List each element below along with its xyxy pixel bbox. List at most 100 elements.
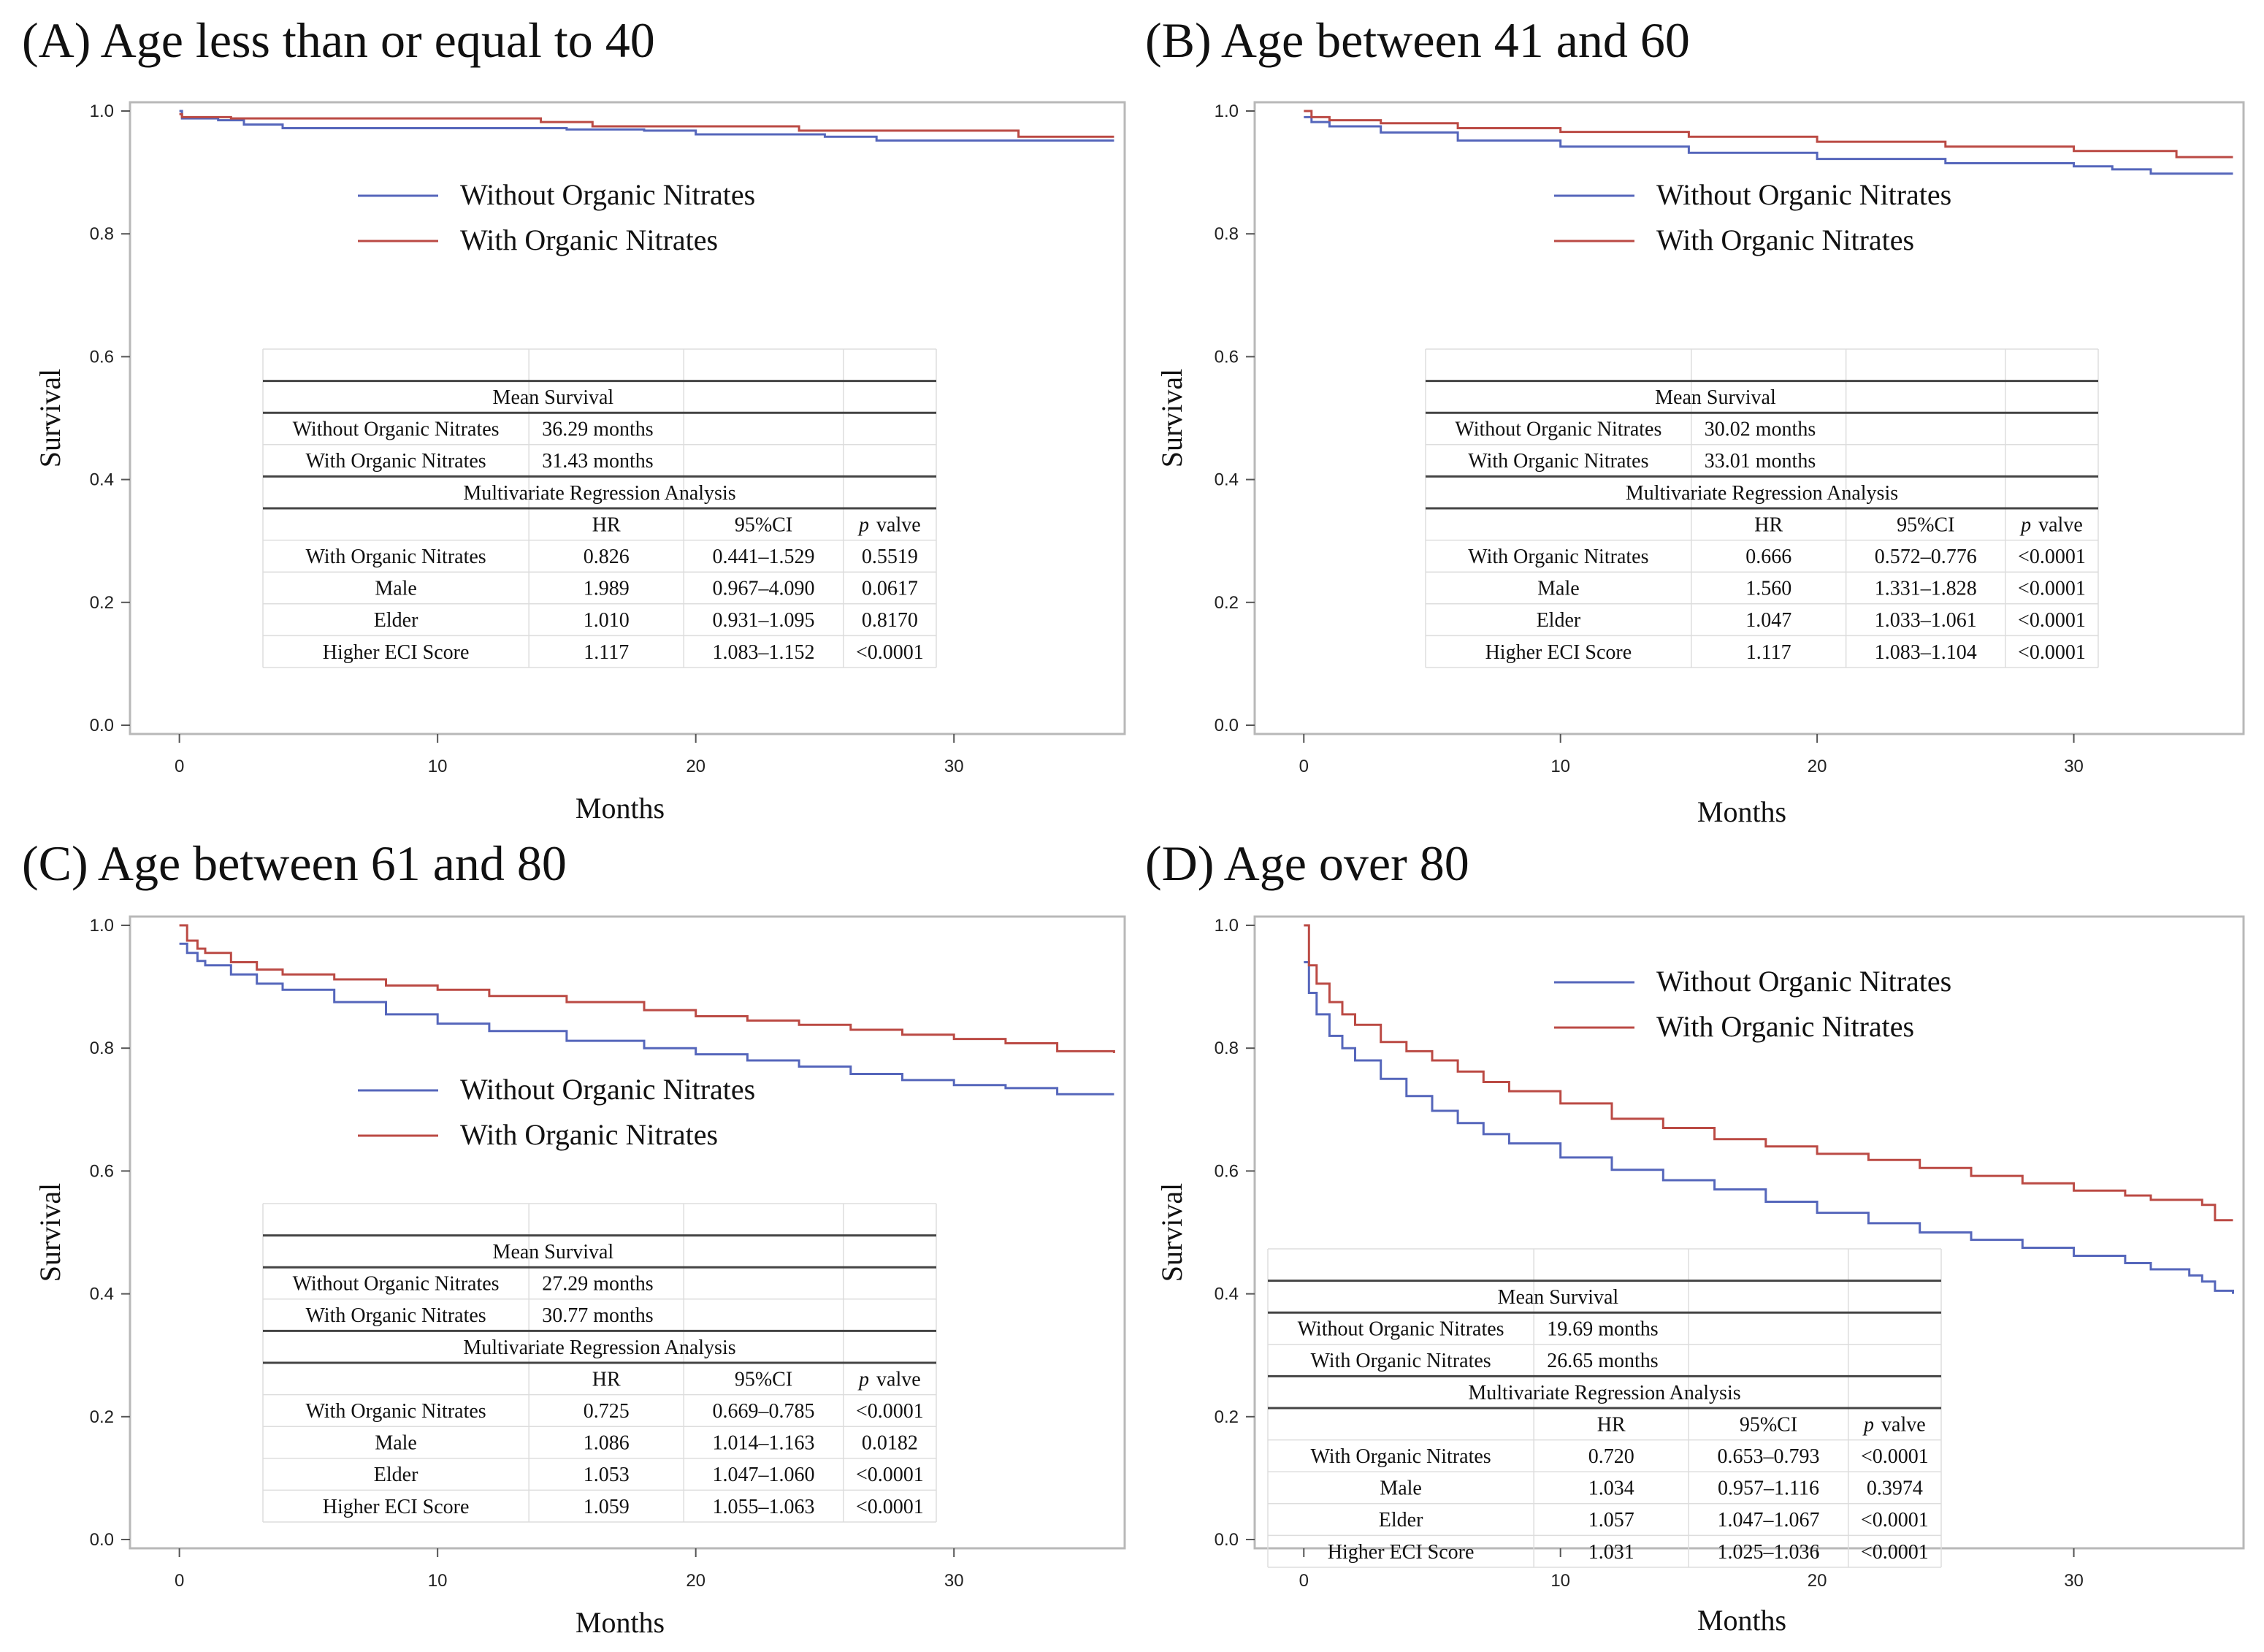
x-tick-label: 0 bbox=[175, 757, 184, 776]
panel-title: (C) Age between 61 and 80 bbox=[22, 835, 567, 891]
table-cell: <0.0001 bbox=[2018, 609, 2086, 632]
x-tick-label: 10 bbox=[1550, 757, 1570, 776]
table-cell: 30.77 months bbox=[542, 1304, 653, 1327]
y-tick-label: 1.0 bbox=[1215, 102, 1239, 121]
series-line-without bbox=[179, 110, 1114, 142]
table-cell: 0.653–0.793 bbox=[1718, 1445, 1820, 1468]
table-cell: Without Organic Nitrates bbox=[1298, 1318, 1504, 1341]
table-cell: <0.0001 bbox=[2018, 578, 2086, 600]
table-cell: 1.033–1.061 bbox=[1875, 609, 1977, 632]
table-cell: 0.441–1.529 bbox=[713, 546, 815, 568]
y-tick-label: 0.4 bbox=[1215, 470, 1239, 490]
y-tick-label: 0.8 bbox=[1215, 1039, 1239, 1058]
series-line-with bbox=[179, 112, 1114, 138]
series-line-without bbox=[179, 942, 1114, 1095]
x-tick-label: 20 bbox=[1808, 757, 1827, 776]
table-cell: With Organic Nitrates bbox=[306, 1400, 486, 1423]
table-header-p: p valve bbox=[857, 513, 921, 536]
plot-frame bbox=[1253, 101, 2245, 735]
series-line-with bbox=[1304, 924, 2233, 1222]
series-line-without bbox=[1304, 115, 2233, 175]
y-tick-label: 0.0 bbox=[1215, 1530, 1239, 1550]
table-mean-survival-label: Mean Survival bbox=[493, 1241, 614, 1263]
table-cell: 26.65 months bbox=[1547, 1350, 1658, 1372]
y-tick-label: 0.2 bbox=[90, 1407, 114, 1427]
legend-entry: With Organic Nitrates bbox=[460, 223, 718, 256]
table-header-ci: 95%CI bbox=[735, 513, 792, 536]
table-cell: 0.826 bbox=[584, 546, 630, 568]
table-cell: With Organic Nitrates bbox=[1468, 450, 1648, 473]
x-tick-label: 20 bbox=[686, 1571, 705, 1591]
table-cell: 0.666 bbox=[1745, 546, 1791, 568]
legend-entry: Without Organic Nitrates bbox=[1656, 965, 1951, 998]
x-axis-label: Months bbox=[1697, 1604, 1786, 1637]
table-cell: 1.086 bbox=[584, 1432, 630, 1455]
table-mean-survival-label: Mean Survival bbox=[1498, 1286, 1619, 1309]
table-cell: With Organic Nitrates bbox=[1311, 1445, 1491, 1468]
y-axis-label: Survival bbox=[1155, 369, 1188, 468]
table-header-hr: HR bbox=[1754, 513, 1783, 536]
table-cell: Male bbox=[1537, 578, 1580, 600]
table-header-p: p valve bbox=[857, 1368, 921, 1391]
table-cell: With Organic Nitrates bbox=[1311, 1350, 1491, 1372]
y-tick-label: 0.0 bbox=[90, 716, 114, 735]
y-tick-label: 0.6 bbox=[1215, 1161, 1239, 1181]
table-cell: <0.0001 bbox=[856, 1464, 924, 1486]
table-cell: 1.014–1.163 bbox=[713, 1432, 815, 1455]
results-table: Mean Survival Without Organic Nitrates 36.… bbox=[262, 348, 937, 668]
x-tick-label: 0 bbox=[1299, 757, 1309, 776]
table-cell: 1.034 bbox=[1588, 1477, 1634, 1500]
table-cell: Elder bbox=[1537, 609, 1581, 632]
y-tick-label: 0.0 bbox=[90, 1530, 114, 1550]
series-line-without bbox=[1304, 961, 2234, 1294]
y-tick-label: 1.0 bbox=[1215, 916, 1239, 936]
table-cell: 36.29 months bbox=[542, 418, 653, 441]
series-line-with bbox=[1304, 110, 2233, 158]
table-cell: Male bbox=[1380, 1477, 1422, 1500]
table-cell: 33.01 months bbox=[1705, 450, 1816, 473]
results-table: Mean Survival Without Organic Nitrates 19.… bbox=[1267, 1248, 1942, 1568]
y-tick-label: 1.0 bbox=[90, 102, 114, 121]
legend-entry: Without Organic Nitrates bbox=[460, 1073, 755, 1106]
table-cell: 1.083–1.152 bbox=[713, 641, 815, 664]
table-header-hr: HR bbox=[592, 513, 621, 536]
table-cell: <0.0001 bbox=[856, 1400, 924, 1423]
plot-frame bbox=[129, 101, 1126, 735]
table-cell: <0.0001 bbox=[856, 641, 924, 664]
y-tick-label: 1.0 bbox=[90, 916, 114, 936]
legend-entry: Without Organic Nitrates bbox=[460, 178, 755, 211]
table-cell: 1.117 bbox=[584, 641, 629, 664]
table-header-ci: 95%CI bbox=[735, 1368, 792, 1391]
x-tick-label: 30 bbox=[2064, 1571, 2084, 1591]
x-tick-label: 10 bbox=[428, 1571, 448, 1591]
table-cell: <0.0001 bbox=[2018, 546, 2086, 568]
table-cell: 1.059 bbox=[584, 1496, 630, 1518]
y-axis-label: Survival bbox=[34, 1183, 66, 1282]
legend-entry: Without Organic Nitrates bbox=[1656, 178, 1951, 211]
table-regression-label: Multivariate Regression Analysis bbox=[1626, 482, 1898, 505]
x-axis-label: Months bbox=[575, 792, 665, 825]
y-tick-label: 0.6 bbox=[90, 1161, 114, 1181]
y-tick-label: 0.2 bbox=[90, 593, 114, 613]
table-header-hr: HR bbox=[1597, 1413, 1626, 1436]
table-cell: Elder bbox=[374, 609, 418, 632]
table-header-p: p valve bbox=[1862, 1413, 1926, 1436]
table-cell: 0.0617 bbox=[862, 578, 918, 600]
table-cell: <0.0001 bbox=[1861, 1445, 1929, 1468]
panel-title: (B) Age between 41 and 60 bbox=[1145, 12, 1690, 68]
table-cell: Higher ECI Score bbox=[1485, 641, 1632, 664]
table-header-hr: HR bbox=[592, 1368, 621, 1391]
table-cell: 1.031 bbox=[1588, 1541, 1634, 1564]
table-cell: 0.572–0.776 bbox=[1875, 546, 1977, 568]
table-cell: 0.957–1.116 bbox=[1718, 1477, 1819, 1500]
x-tick-label: 0 bbox=[175, 1571, 184, 1591]
table-cell: 1.989 bbox=[584, 578, 630, 600]
table-cell: <0.0001 bbox=[2018, 641, 2086, 664]
table-cell: 1.025–1.036 bbox=[1718, 1541, 1820, 1564]
table-cell: Elder bbox=[1379, 1509, 1423, 1531]
series-line-with bbox=[179, 924, 1115, 1053]
table-cell: 1.047–1.060 bbox=[713, 1464, 815, 1486]
table-cell: <0.0001 bbox=[1861, 1509, 1929, 1531]
table-cell: <0.0001 bbox=[856, 1496, 924, 1518]
